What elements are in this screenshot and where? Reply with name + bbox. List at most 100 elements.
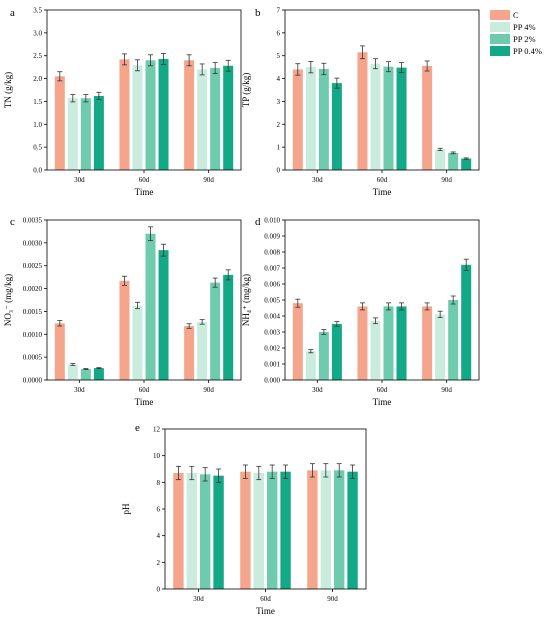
x-tick-label-c-0: 30d — [74, 386, 85, 394]
bar-d-pp4-60d — [370, 320, 381, 380]
y-tick-label-a-7: 3.5 — [33, 7, 42, 15]
y-tick-label-d-6: 0.006 — [264, 281, 280, 289]
y-tick-label-e-5: 10 — [153, 452, 161, 460]
y-tick-label-a-3: 1.5 — [33, 98, 42, 106]
y-tick-label-a-1: 0.5 — [33, 144, 42, 152]
bar-d-pp04-30d — [331, 324, 342, 380]
bar-e-c-90d — [307, 470, 318, 589]
x-tick-label-d-0: 30d — [312, 386, 323, 394]
bar-e-pp2-60d — [267, 471, 278, 589]
panel-letter-e: e — [135, 422, 140, 434]
bar-a-pp2-90d — [210, 68, 221, 170]
bar-a-pp4-90d — [197, 69, 208, 170]
bar-e-pp04-60d — [280, 471, 291, 589]
legend-label-2: PP 2% — [513, 34, 536, 44]
bar-e-pp2-30d — [200, 474, 211, 589]
bar-c-pp04-30d — [93, 368, 104, 380]
y-tick-label-c-0: 0.0000 — [23, 377, 43, 385]
panel-letter-c: c — [10, 216, 15, 228]
y-tick-label-e-6: 12 — [153, 426, 161, 434]
x-tick-label-e-0: 30d — [193, 595, 204, 603]
y-tick-label-c-2: 0.0010 — [23, 331, 43, 339]
y-tick-label-b-5: 5 — [277, 52, 281, 60]
bar-d-pp04-90d — [461, 264, 472, 380]
y-axis-label-c: NO₃⁻ (mg/kg) — [3, 274, 13, 326]
y-tick-label-e-3: 6 — [157, 506, 161, 514]
x-tick-label-a-0: 30d — [74, 176, 85, 184]
y-tick-label-d-0: 0.000 — [264, 377, 280, 385]
bar-d-c-90d — [422, 306, 433, 380]
y-tick-label-b-0: 0 — [277, 167, 281, 175]
bar-e-pp4-90d — [320, 470, 331, 589]
bar-d-pp04-60d — [396, 306, 407, 380]
y-tick-label-b-4: 4 — [277, 75, 281, 83]
y-tick-label-d-10: 0.010 — [264, 217, 280, 225]
bar-e-pp04-90d — [347, 471, 358, 589]
y-tick-label-c-4: 0.0020 — [23, 285, 43, 293]
bar-a-pp4-60d — [132, 65, 143, 170]
bar-b-c-30d — [292, 69, 303, 170]
y-tick-label-d-5: 0.005 — [264, 297, 280, 305]
x-tick-label-c-2: 90d — [203, 386, 214, 394]
bar-b-pp04-30d — [331, 83, 342, 170]
bar-b-pp4-30d — [305, 67, 316, 170]
x-tick-label-a-1: 60d — [139, 176, 150, 184]
y-tick-label-a-4: 2.0 — [33, 75, 42, 83]
bar-c-pp04-60d — [158, 250, 169, 380]
panel-letter-b: b — [255, 7, 261, 19]
bar-d-pp4-30d — [305, 351, 316, 380]
bar-c-c-90d — [184, 326, 195, 380]
y-tick-label-b-2: 2 — [277, 121, 281, 129]
bar-e-pp4-30d — [186, 473, 197, 589]
x-tick-label-b-2: 90d — [441, 176, 452, 184]
bar-e-c-30d — [173, 473, 184, 589]
bar-a-pp04-90d — [223, 65, 234, 170]
bar-d-pp2-30d — [318, 332, 329, 380]
y-tick-label-a-2: 1.0 — [33, 121, 42, 129]
x-tick-label-e-2: 90d — [327, 595, 338, 603]
y-tick-label-d-9: 0.009 — [264, 233, 280, 241]
y-tick-label-a-6: 3.0 — [33, 29, 42, 37]
y-tick-label-c-1: 0.0005 — [23, 354, 43, 362]
bar-b-pp2-30d — [318, 68, 329, 170]
bar-a-pp04-30d — [93, 95, 104, 170]
y-tick-label-d-2: 0.002 — [264, 345, 280, 353]
legend-swatch-0 — [490, 10, 510, 20]
bar-c-pp2-60d — [145, 233, 156, 380]
x-axis-label-c: Time — [135, 397, 154, 407]
bar-c-pp04-90d — [223, 274, 234, 380]
x-tick-label-a-2: 90d — [203, 176, 214, 184]
bar-b-pp4-90d — [435, 149, 446, 170]
legend-label-0: C — [513, 10, 519, 20]
legend: C PP 4% PP 2% PP 0.4% — [490, 10, 542, 56]
y-tick-label-c-7: 0.0035 — [23, 217, 43, 225]
x-tick-label-b-0: 30d — [312, 176, 323, 184]
bar-d-pp2-60d — [383, 306, 394, 380]
x-tick-label-e-1: 60d — [260, 595, 271, 603]
bar-c-c-30d — [54, 323, 65, 380]
legend-swatch-3 — [490, 46, 510, 56]
x-tick-label-d-2: 90d — [441, 386, 452, 394]
panel-b: 0 1 2 3 4 5 6 7 30d 60d 90d Time TP (g/kg) b — [241, 7, 480, 197]
y-tick-label-b-3: 3 — [277, 98, 281, 106]
panel-letter-d: d — [255, 216, 261, 228]
y-tick-label-e-1: 2 — [157, 559, 161, 567]
panel-d: 0.000 0.001 0.002 0.003 0.004 0.005 0.006 0.007… — [241, 216, 480, 407]
bar-a-c-60d — [119, 59, 130, 171]
y-tick-label-e-0: 0 — [157, 586, 161, 594]
bar-e-pp04-30d — [213, 475, 224, 589]
bar-c-pp4-30d — [67, 364, 78, 380]
x-tick-label-c-1: 60d — [139, 386, 150, 394]
bar-a-c-30d — [54, 76, 65, 170]
panel-a: 0.0 0.5 1.0 1.5 2.0 2.5 3.0 3.5 30d 60d 90d Time TN … — [3, 7, 242, 197]
bar-c-pp2-90d — [210, 282, 221, 380]
y-axis-label-e: pH — [121, 503, 131, 515]
legend-label-3: PP 0.4% — [513, 46, 542, 56]
bar-d-c-60d — [357, 306, 368, 380]
x-axis-label-b: Time — [373, 187, 392, 197]
y-axis-label-b: TP (g/kg) — [241, 73, 251, 107]
y-tick-label-d-1: 0.001 — [264, 361, 280, 369]
y-tick-label-b-6: 6 — [277, 29, 281, 37]
y-tick-label-a-5: 2.5 — [33, 52, 42, 60]
bar-c-pp2-30d — [80, 369, 91, 380]
